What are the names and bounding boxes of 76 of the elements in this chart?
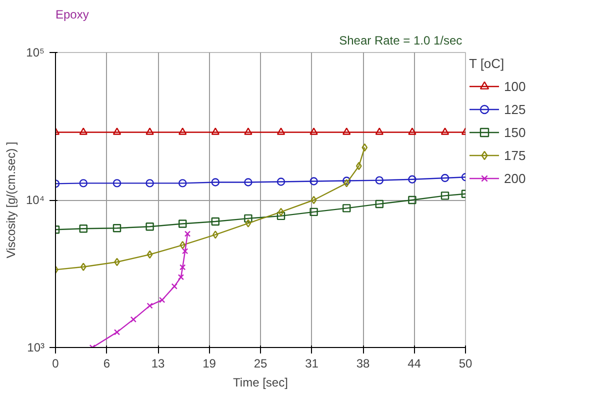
point [440, 128, 450, 135]
point [146, 302, 153, 309]
point [178, 128, 187, 135]
point [310, 128, 318, 135]
point [130, 316, 136, 322]
point [375, 128, 384, 135]
x-tick-label: 0 [52, 356, 60, 370]
point [146, 128, 154, 135]
point [79, 224, 88, 233]
x-tick-label: 38 [356, 356, 370, 370]
point [212, 230, 218, 239]
y-tick-label: 10³ [27, 340, 45, 354]
point [276, 212, 286, 220]
x-tick-label: 44 [408, 356, 422, 370]
point [211, 178, 220, 186]
point [80, 262, 86, 271]
chart-title: Epoxy [56, 8, 89, 22]
point [440, 192, 450, 200]
point [375, 176, 384, 184]
x-tick-label: 25 [254, 356, 268, 370]
legend-label: 150 [504, 124, 526, 140]
x-tick-label: 31 [305, 356, 319, 370]
x-tick-label: 13 [151, 356, 165, 370]
point [79, 128, 88, 135]
point [342, 176, 351, 185]
point [211, 217, 220, 226]
point [276, 128, 286, 135]
point [112, 128, 122, 135]
point [408, 128, 416, 135]
point [310, 177, 318, 186]
point [245, 219, 252, 228]
x-tick-label: 50 [458, 356, 472, 370]
y-tick-label: 10⁵ [26, 46, 45, 60]
point [310, 196, 317, 204]
text: Shear Rate = 1.0 1/sec [339, 34, 462, 48]
point [159, 296, 166, 304]
point [211, 128, 220, 135]
point [408, 196, 416, 204]
point [146, 250, 153, 259]
point [244, 178, 252, 186]
point [310, 208, 318, 216]
x-tick-label: 6 [103, 356, 110, 370]
point [184, 230, 191, 237]
legend-title: T [oC] [469, 56, 506, 71]
point [344, 179, 350, 188]
point [342, 204, 351, 212]
legend-label: 125 [504, 102, 526, 116]
x-axis-title: Time [sec] [233, 376, 288, 390]
legend-label: 200 [504, 170, 526, 186]
point [440, 174, 450, 182]
point [112, 179, 122, 188]
point [362, 143, 368, 152]
legend-label: 100 [504, 78, 526, 94]
point [244, 214, 252, 223]
point [79, 179, 88, 188]
point [244, 128, 252, 135]
point [180, 264, 186, 270]
point [171, 283, 178, 290]
y-axis-title: Viscosity [g/(cm.sec) ] [4, 142, 18, 258]
point [114, 329, 120, 336]
point [146, 179, 154, 188]
point [178, 274, 184, 280]
point [178, 179, 187, 188]
point [276, 178, 286, 186]
legend-label: 175 [504, 148, 526, 162]
point [182, 248, 188, 254]
x-tick-label: 19 [202, 356, 216, 370]
point [178, 220, 187, 228]
point [180, 240, 186, 250]
point [356, 162, 362, 170]
y-tick-label: 10⁴ [26, 193, 45, 207]
point [342, 128, 351, 135]
point [146, 222, 154, 231]
point [112, 224, 122, 232]
point [375, 200, 384, 208]
point [408, 175, 416, 184]
